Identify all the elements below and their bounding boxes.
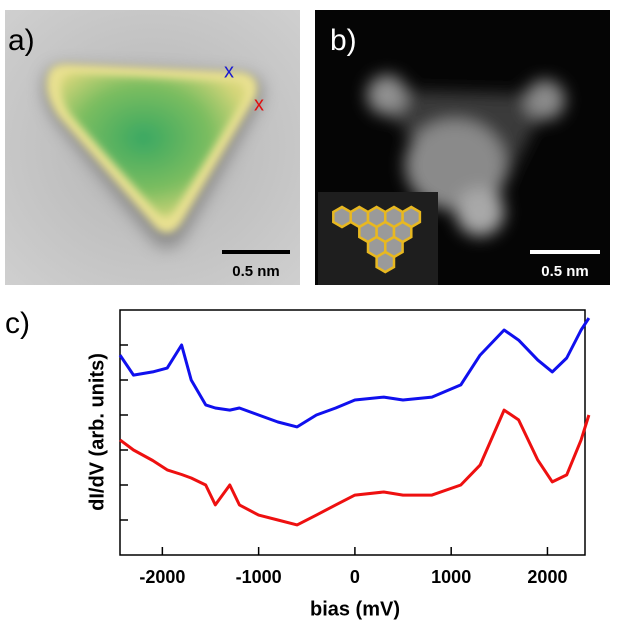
x-axis-label: bias (mV): [310, 598, 400, 620]
data-line: [119, 408, 591, 527]
panel-label: b): [330, 24, 357, 57]
lobe: [367, 75, 407, 115]
data-line: [118, 317, 591, 429]
scale-bar-label: 0.5 nm: [541, 263, 589, 280]
panel-label: c): [5, 307, 30, 340]
x-tick-label: -1000: [236, 567, 282, 587]
chart: c) bias (mV) dI/dV (arb. units) -2000 -10…: [5, 307, 591, 620]
scale-bar: [530, 250, 600, 254]
lobe: [525, 80, 565, 120]
y-axis-label: dI/dV (arb. units): [86, 353, 108, 511]
structure-inset: [332, 205, 422, 274]
scale-bar-label: 0.5 nm: [232, 263, 280, 280]
x-tick-label: -2000: [139, 567, 185, 587]
panel-label: a): [8, 24, 35, 57]
hexagon-ring: [375, 250, 396, 274]
x-tick-label: 2000: [527, 567, 567, 587]
marker-red: x: [254, 93, 264, 115]
hexagon-ring: [332, 205, 352, 229]
molecule-center: [405, 120, 505, 210]
panel-a: a) x x 0.5 nm: [5, 10, 300, 285]
x-tick-label: 0: [350, 567, 360, 587]
x-tick-label: 1000: [431, 567, 471, 587]
lobe: [456, 188, 504, 236]
plot-frame: [119, 309, 586, 556]
panel-b: b) 0.5 nm: [315, 10, 610, 285]
molecule-core: [61, 73, 245, 217]
scale-bar: [222, 250, 290, 254]
marker-blue: x: [224, 60, 234, 82]
